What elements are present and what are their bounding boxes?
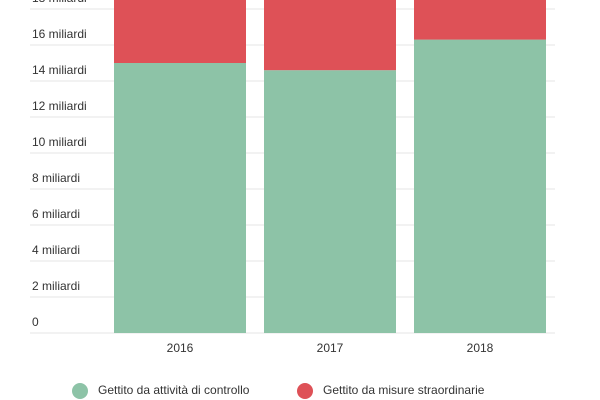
y-tick-label: 12 miliardi [32, 99, 87, 113]
bar-segment [264, 0, 396, 71]
legend-label: Gettito da attività di controllo [98, 383, 250, 397]
y-tick-label: 4 miliardi [32, 243, 80, 257]
y-tick-label: 0 [32, 315, 39, 329]
y-tick-label: 6 miliardi [32, 207, 80, 221]
legend-marker [297, 383, 313, 399]
y-tick-label: 8 miliardi [32, 171, 80, 185]
y-tick-label: 14 miliardi [32, 63, 87, 77]
bar-segment [114, 63, 246, 333]
y-tick-label: 2 miliardi [32, 279, 80, 293]
bar-segment [414, 39, 546, 333]
x-tick-label: 2016 [167, 341, 194, 355]
bar-segment [414, 0, 546, 40]
y-tick-label: 18 miliardi [32, 0, 87, 5]
legend-marker [72, 383, 88, 399]
bar-segment [264, 70, 396, 333]
bar-segment [114, 0, 246, 63]
y-tick-label: 16 miliardi [32, 27, 87, 41]
x-tick-label: 2018 [467, 341, 494, 355]
legend-label: Gettito da misure straordinarie [323, 383, 485, 397]
x-tick-label: 2017 [317, 341, 344, 355]
y-tick-label: 10 miliardi [32, 135, 87, 149]
